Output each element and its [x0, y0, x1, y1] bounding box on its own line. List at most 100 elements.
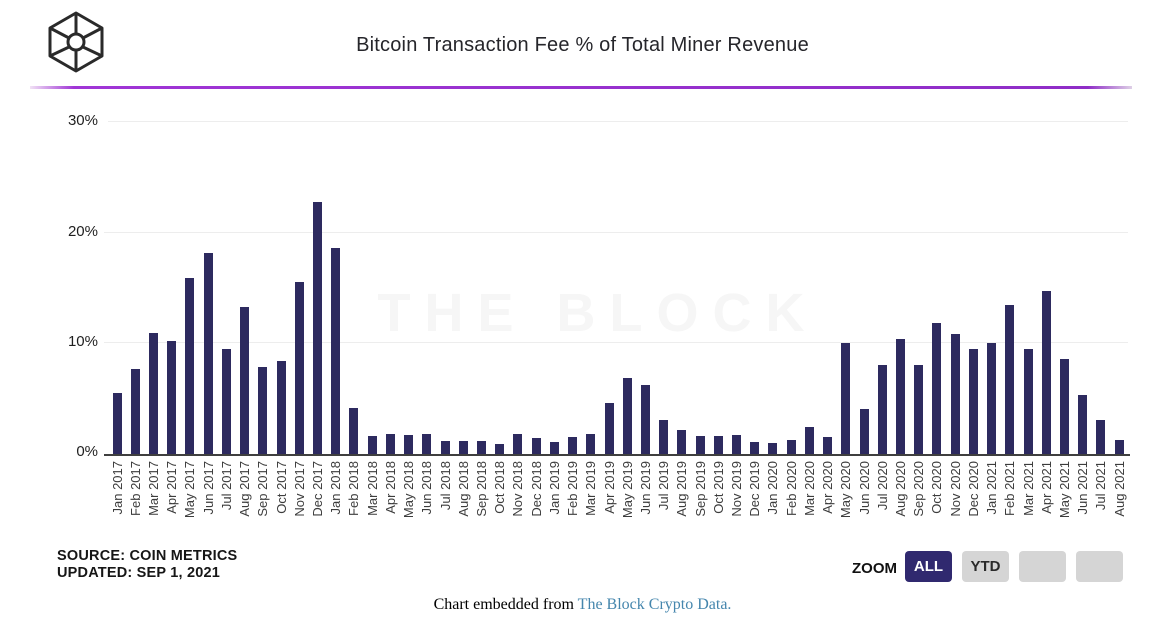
bar-feb-2021[interactable] [1005, 304, 1015, 454]
zoom-label: ZOOM [852, 560, 897, 577]
x-tick-label: Feb 2020 [783, 461, 799, 516]
bar-oct-2018[interactable] [495, 443, 505, 454]
x-tick-label: Jan 2017 [109, 461, 125, 515]
gridline-20 [104, 231, 1128, 233]
bar-aug-2017[interactable] [240, 306, 250, 454]
bar-aug-2021[interactable] [1114, 439, 1124, 454]
bar-oct-2017[interactable] [276, 361, 286, 454]
zoom-button-blank-2[interactable] [1076, 551, 1123, 582]
x-tick-label: Apr 2020 [820, 461, 836, 514]
bar-dec-2017[interactable] [313, 201, 323, 454]
bar-sep-2018[interactable] [476, 441, 486, 454]
bar-dec-2018[interactable] [531, 437, 541, 454]
bar-jun-2017[interactable] [203, 252, 213, 454]
bar-jul-2017[interactable] [221, 348, 231, 454]
bar-jan-2021[interactable] [987, 343, 997, 454]
gridline-10 [104, 342, 1128, 344]
x-tick-label: Nov 2019 [729, 461, 745, 517]
bar-jul-2020[interactable] [877, 365, 887, 454]
x-tick-label: Mar 2017 [146, 461, 162, 516]
bar-apr-2018[interactable] [385, 434, 395, 454]
bar-apr-2021[interactable] [1041, 291, 1051, 454]
x-tick-label: Feb 2018 [346, 461, 362, 516]
bar-nov-2018[interactable] [513, 434, 523, 454]
bar-jan-2019[interactable] [549, 441, 559, 454]
x-tick-label: Aug 2017 [237, 461, 253, 517]
x-tick-label: Oct 2017 [273, 461, 289, 514]
x-axis-labels: Jan 2017 Feb 2017 Mar 2017 Apr 2017 May 2017… [108, 461, 1128, 518]
bar-may-2018[interactable] [404, 435, 414, 454]
bar-mar-2021[interactable] [1023, 348, 1033, 454]
x-tick-label: Jun 2019 [637, 461, 653, 515]
bar-feb-2020[interactable] [786, 439, 796, 454]
bar-mar-2017[interactable] [149, 333, 159, 454]
x-tick-label: Jun 2021 [1075, 461, 1091, 515]
zoom-button-all[interactable]: ALL [905, 551, 952, 582]
x-tick-label: Apr 2021 [1038, 461, 1054, 514]
bar-aug-2018[interactable] [458, 441, 468, 454]
bar-oct-2020[interactable] [932, 323, 942, 454]
y-tick-label-0: 0% [76, 443, 98, 460]
bar-jun-2021[interactable] [1078, 395, 1088, 454]
x-tick-label: Apr 2019 [601, 461, 617, 514]
x-tick-label: Aug 2018 [455, 461, 471, 517]
bar-mar-2019[interactable] [586, 433, 596, 454]
x-tick-label: Jul 2018 [437, 461, 453, 511]
bar-jul-2019[interactable] [659, 419, 669, 454]
bar-mar-2018[interactable] [367, 436, 377, 454]
updated-label: UPDATED: SEP 1, 2021 [57, 565, 221, 581]
x-tick-label: Feb 2021 [1002, 461, 1018, 516]
y-tick-label-30: 30% [67, 112, 98, 129]
bar-sep-2019[interactable] [695, 436, 705, 454]
bar-nov-2019[interactable] [732, 434, 742, 454]
x-tick-label: Aug 2020 [893, 461, 909, 517]
x-tick-label: Dec 2017 [310, 461, 326, 517]
x-tick-label: Aug 2019 [674, 461, 690, 517]
bar-jan-2017[interactable] [112, 393, 122, 454]
embed-link[interactable]: The Block Crypto Data. [577, 596, 732, 613]
bar-jul-2018[interactable] [440, 441, 450, 454]
bar-may-2017[interactable] [185, 278, 195, 454]
bar-may-2020[interactable] [841, 343, 851, 454]
bar-aug-2019[interactable] [677, 429, 687, 454]
x-tick-label: Oct 2018 [492, 461, 508, 514]
zoom-button-ytd[interactable]: YTD [962, 551, 1009, 582]
bar-jan-2020[interactable] [768, 442, 778, 454]
bar-sep-2017[interactable] [258, 366, 268, 454]
bar-jun-2020[interactable] [859, 408, 869, 454]
bar-dec-2019[interactable] [750, 441, 760, 454]
bar-apr-2020[interactable] [823, 437, 833, 454]
bar-jun-2018[interactable] [422, 434, 432, 454]
bar-jun-2019[interactable] [640, 385, 650, 454]
x-tick-label: Sep 2017 [255, 461, 271, 517]
x-tick-label: Jan 2020 [765, 461, 781, 515]
bar-jan-2018[interactable] [331, 248, 341, 454]
zoom-button-blank-1[interactable] [1019, 551, 1066, 582]
x-tick-label: Jun 2017 [200, 461, 216, 515]
bar-may-2021[interactable] [1059, 358, 1069, 454]
bar-oct-2019[interactable] [713, 436, 723, 454]
bar-sep-2020[interactable] [914, 365, 924, 454]
bar-mar-2020[interactable] [804, 427, 814, 454]
bar-feb-2018[interactable] [349, 407, 359, 454]
chart-plot-area: THE BLOCK [104, 121, 1130, 456]
bar-apr-2019[interactable] [604, 403, 614, 454]
bar-nov-2020[interactable] [950, 334, 960, 454]
zoom-buttons: ALL YTD [905, 551, 1123, 582]
x-tick-label: Jul 2019 [656, 461, 672, 511]
x-tick-label: May 2019 [619, 461, 635, 519]
x-tick-label: Jan 2021 [984, 461, 1000, 515]
x-tick-label: Mar 2019 [583, 461, 599, 516]
bar-jul-2021[interactable] [1096, 419, 1106, 454]
x-tick-label: Jul 2020 [874, 461, 890, 511]
bar-feb-2019[interactable] [568, 437, 578, 454]
bar-dec-2020[interactable] [968, 348, 978, 454]
x-tick-label: Sep 2018 [473, 461, 489, 517]
bar-apr-2017[interactable] [167, 341, 177, 454]
bar-aug-2020[interactable] [896, 338, 906, 454]
block-logo-icon [48, 11, 104, 73]
bar-feb-2017[interactable] [130, 368, 140, 454]
x-tick-label: Jan 2018 [328, 461, 344, 515]
bar-nov-2017[interactable] [294, 282, 304, 454]
bar-may-2019[interactable] [622, 377, 632, 454]
